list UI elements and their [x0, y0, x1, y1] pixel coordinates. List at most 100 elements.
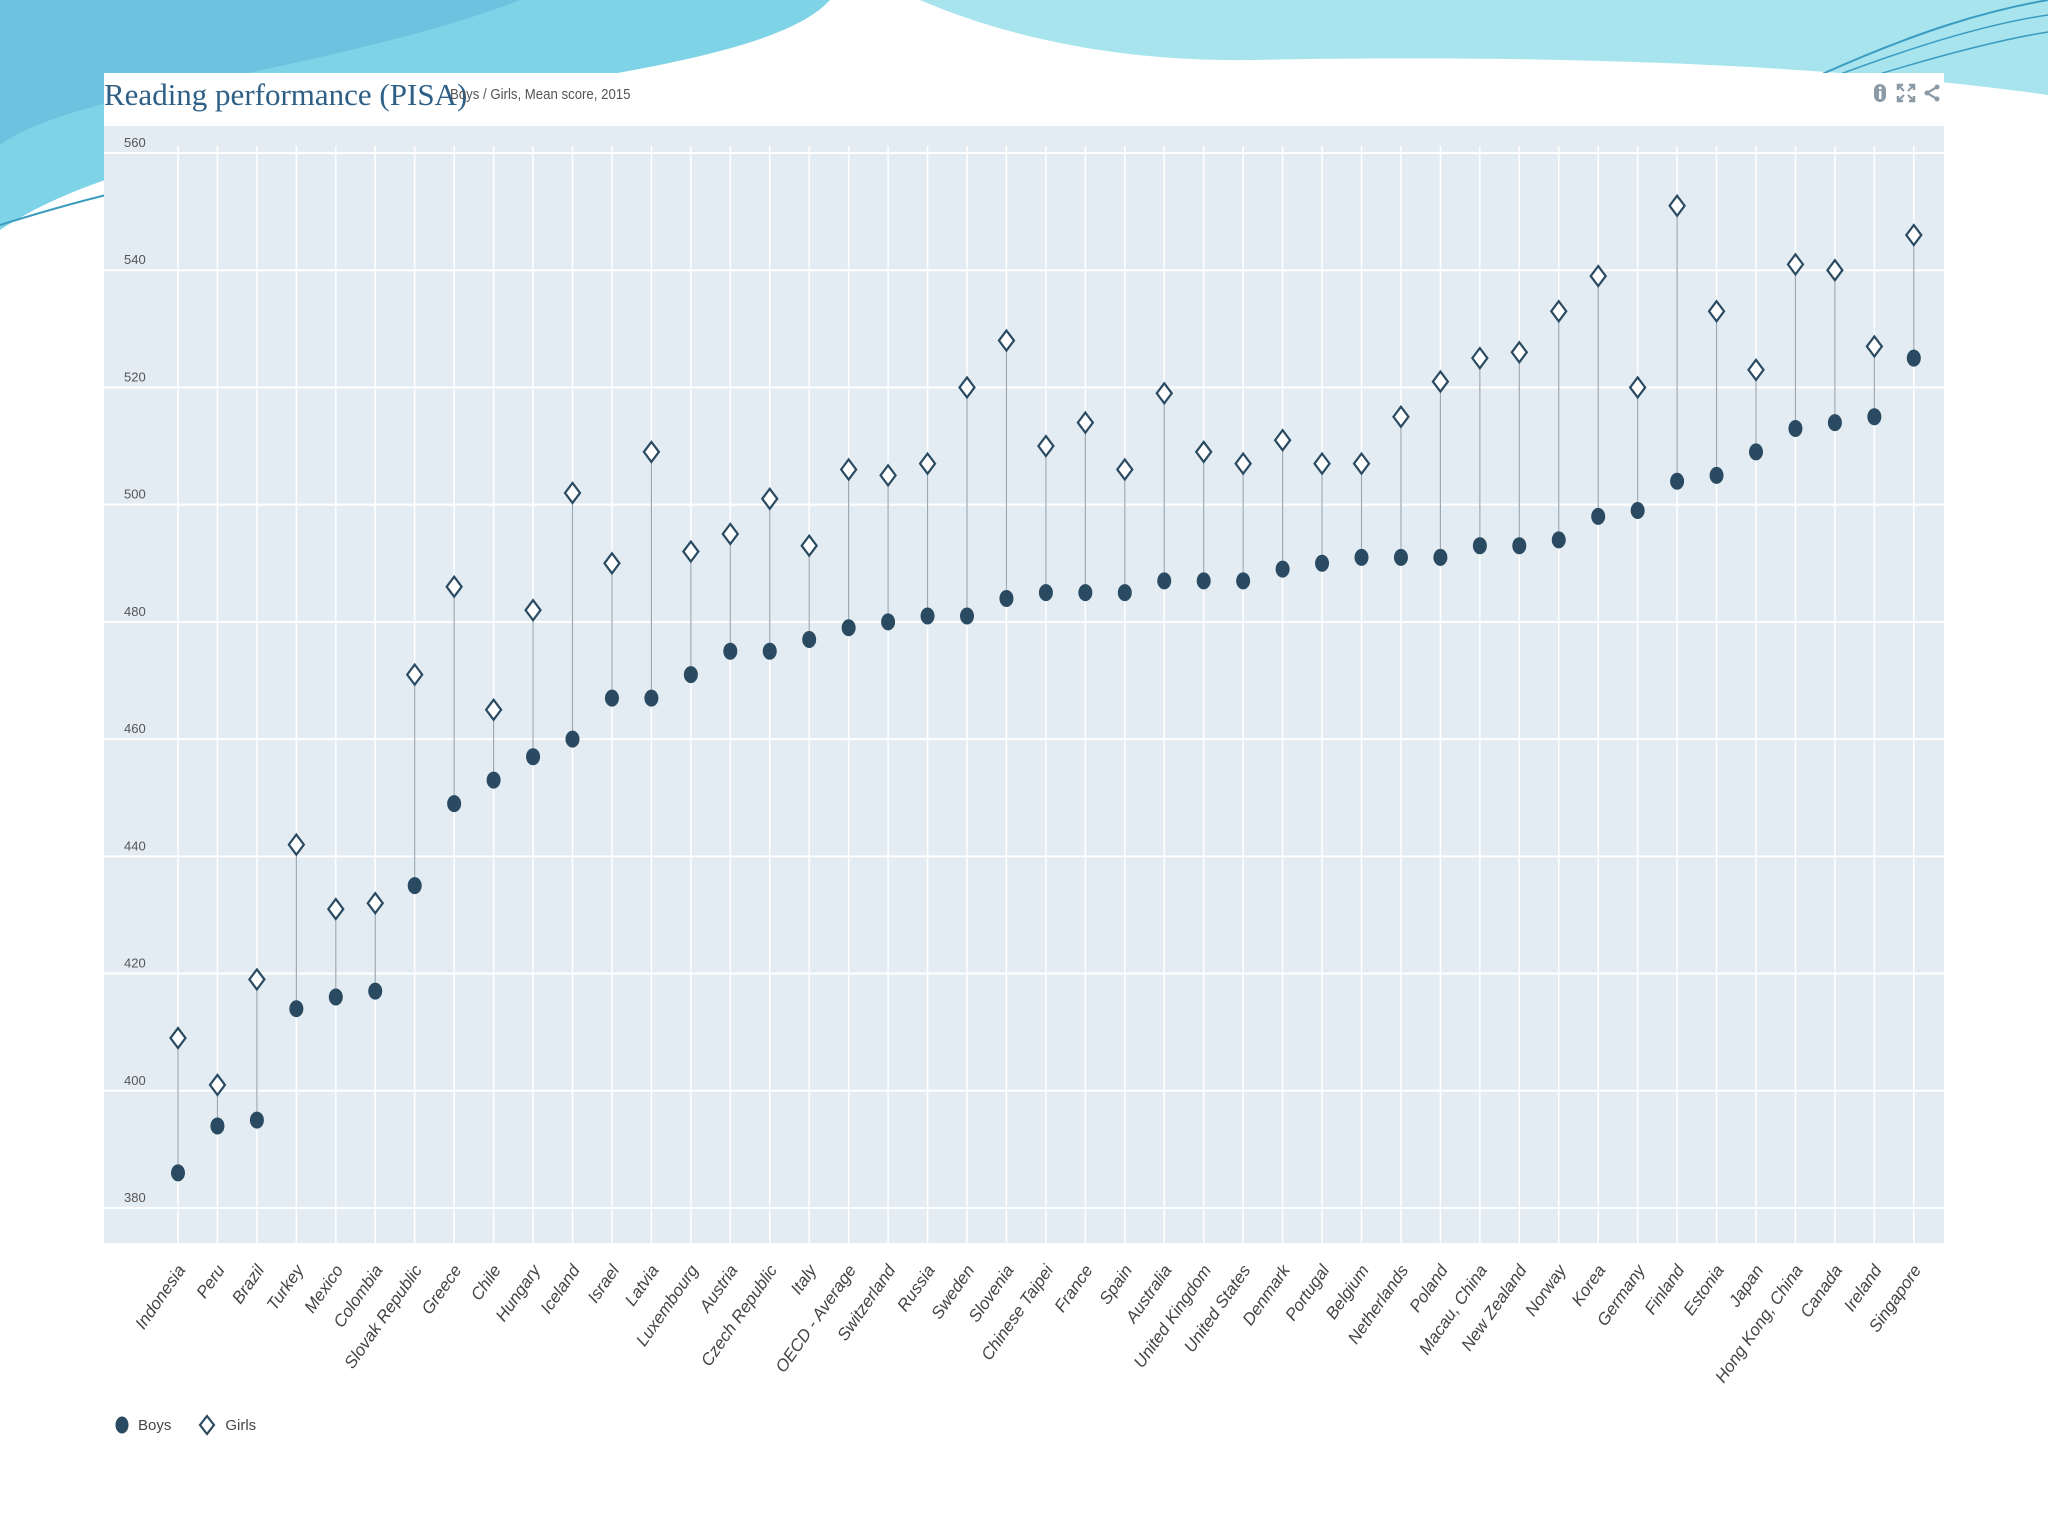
x-tick-label: Chile: [467, 1261, 505, 1304]
x-tick-label: Greece: [418, 1261, 466, 1318]
girls-point: [1352, 451, 1371, 476]
x-tick-label: Brazil: [228, 1260, 269, 1307]
boys-point: [1512, 537, 1527, 555]
boys-point: [171, 1164, 185, 1182]
girls-point: [997, 328, 1016, 353]
boys-point: [1433, 548, 1448, 566]
boys-point: [1315, 554, 1330, 572]
boys-point: [565, 730, 580, 748]
y-tick-label: 420: [124, 956, 146, 971]
girls-point: [1628, 375, 1647, 400]
boys-point: [802, 630, 817, 648]
girls-point: [287, 832, 306, 857]
info-icon[interactable]: [1870, 83, 1890, 103]
boys-point: [683, 666, 698, 684]
boys-point: [1709, 466, 1724, 484]
legend-item-girls[interactable]: Girls: [197, 1414, 256, 1436]
decor-right-wave: [920, 0, 2048, 95]
legend-boys-marker: [115, 1416, 129, 1434]
chart-subtitle: Boys / Girls, Mean score, 2015: [450, 86, 631, 103]
y-tick-label: 480: [124, 604, 146, 619]
boys-point: [1117, 584, 1132, 602]
decor-right-line-1: [1819, 0, 2048, 76]
girls-point: [760, 486, 779, 511]
boys-point: [1038, 584, 1053, 602]
boys-point: [1788, 419, 1803, 437]
chart-plot: 380 400 420 440 460 480 500 520 540 560 Indonesia P…: [104, 126, 1944, 1386]
x-tick-label: Iceland: [537, 1261, 584, 1317]
girls-point: [1786, 252, 1805, 277]
girls-point: [1510, 340, 1529, 365]
x-tick-label: Peru: [193, 1261, 229, 1302]
share-icon[interactable]: [1922, 83, 1942, 103]
girls-point: [484, 697, 503, 722]
girls-point: [1470, 346, 1489, 370]
x-tick-label: Indonesia: [131, 1261, 189, 1332]
boys-point: [920, 607, 935, 625]
girls-point: [721, 522, 740, 546]
chart-panel: 380 400 420 440 460 480 500 520 540 560 Indonesia P…: [104, 73, 1944, 1450]
boys-point: [1354, 548, 1369, 566]
girls-point: [1549, 299, 1568, 324]
girls-point: [208, 1073, 227, 1097]
legend-girls-marker: [198, 1414, 216, 1436]
girls-point: [918, 451, 937, 476]
girls-point: [958, 375, 976, 400]
girls-point: [839, 457, 858, 482]
y-tick-label: 560: [124, 135, 146, 150]
girls-point: [642, 440, 661, 464]
y-tick-label: 380: [124, 1190, 146, 1205]
x-tick-label: Norway: [1521, 1260, 1570, 1319]
boys-point: [1591, 507, 1606, 525]
expand-icon[interactable]: [1896, 83, 1916, 103]
boys-point: [407, 877, 422, 895]
chart-legend: Boys Girls: [114, 1414, 274, 1436]
chart-title: Reading performance (PISA): [104, 77, 468, 112]
girls-point: [1589, 264, 1608, 288]
girls-point: [681, 539, 700, 564]
y-tick-label: 440: [124, 838, 146, 853]
legend-item-boys[interactable]: Boys: [114, 1415, 171, 1435]
boys-point: [249, 1111, 264, 1129]
boys-point: [289, 1000, 304, 1018]
y-tick-label: 460: [124, 721, 146, 736]
girls-point: [1234, 451, 1253, 476]
boys-point: [210, 1117, 225, 1135]
boys-point: [881, 613, 896, 631]
girls-point: [1273, 428, 1292, 453]
decor-left-wave-dark: [0, 0, 520, 145]
boys-point: [1472, 537, 1487, 555]
girls-point: [1194, 440, 1213, 464]
girls-point: [1155, 381, 1174, 406]
girls-point: [563, 481, 582, 505]
x-tick-label: France: [1051, 1261, 1097, 1315]
x-tick-label: Italy: [787, 1260, 821, 1298]
boys-point: [841, 619, 856, 637]
y-tick-label: 540: [124, 252, 146, 267]
boys-point: [1078, 584, 1093, 602]
girls-point: [169, 1026, 187, 1050]
plot-area: [104, 126, 1944, 1243]
chart-toolbar: [1870, 83, 1942, 103]
decor-right-line-3: [1859, 31, 2048, 81]
girls-point: [1747, 358, 1765, 382]
girls-point: [1076, 410, 1095, 435]
x-tick-label: Estonia: [1680, 1261, 1728, 1318]
girls-point: [445, 574, 464, 599]
girls-point: [1826, 258, 1844, 283]
boys-point: [960, 607, 974, 625]
boys-point: [1236, 572, 1251, 590]
boys-point: [486, 771, 501, 789]
boys-point: [1906, 349, 1921, 367]
girls-point: [1115, 457, 1134, 482]
legend-boys-label: Boys: [138, 1416, 172, 1434]
x-tick-label: Israel: [584, 1260, 624, 1306]
girls-point: [1037, 434, 1055, 458]
girls-point: [405, 662, 424, 687]
girls-point: [1668, 193, 1686, 218]
boys-point: [368, 982, 383, 1000]
boys-point: [1393, 548, 1408, 566]
x-tick-label: Latvia: [621, 1261, 663, 1309]
legend-girls-label: Girls: [225, 1416, 257, 1434]
girls-point: [1904, 223, 1923, 247]
